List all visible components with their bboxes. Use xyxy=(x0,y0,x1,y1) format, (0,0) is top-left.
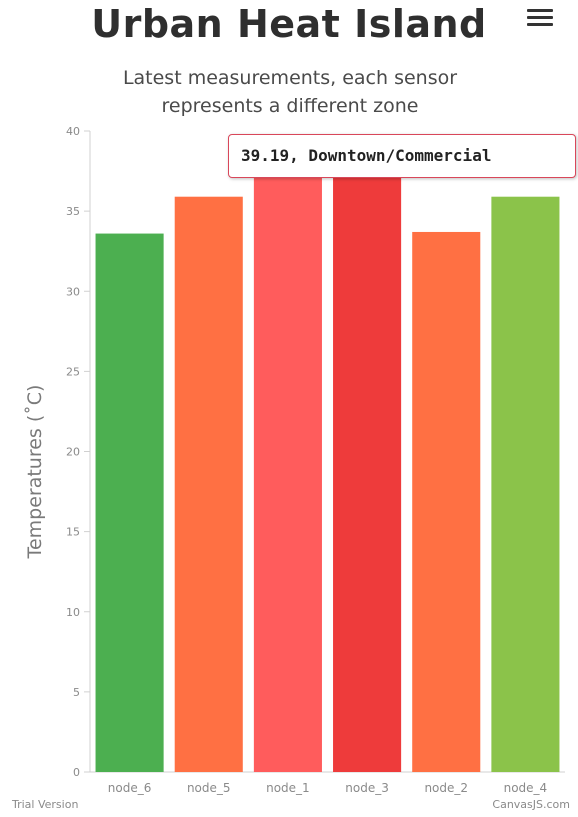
x-tick-label: node_3 xyxy=(345,781,389,795)
chart-title: Urban Heat Island xyxy=(91,2,487,46)
bar-node_2[interactable] xyxy=(412,231,481,772)
y-tick-label: 0 xyxy=(73,766,80,779)
menu-bar-icon xyxy=(527,9,553,12)
chart-tooltip: 39.19, Downtown/Commercial xyxy=(228,134,576,178)
bar-node_6[interactable] xyxy=(95,233,164,772)
y-tick-label: 30 xyxy=(66,285,80,298)
menu-bar-icon xyxy=(527,23,553,26)
y-tick-label: 20 xyxy=(66,446,80,459)
y-tick-label: 15 xyxy=(66,526,80,539)
chart-subtitle: Latest measurements, each sensor represe… xyxy=(40,64,540,120)
canvasjs-credit-link[interactable]: CanvasJS.com xyxy=(492,798,570,811)
y-axis-title: Temperatures (˚C) xyxy=(24,385,46,560)
y-tick-label: 35 xyxy=(66,205,80,218)
bar-node_3[interactable] xyxy=(333,143,402,773)
subtitle-line-2: represents a different zone xyxy=(161,95,419,117)
trial-version-label: Trial Version xyxy=(12,798,79,811)
menu-bar-icon xyxy=(527,16,553,19)
y-tick-label: 25 xyxy=(66,365,80,378)
subtitle-line-1: Latest measurements, each sensor xyxy=(122,67,458,89)
x-tick-label: node_6 xyxy=(108,781,152,795)
x-tick-label: node_1 xyxy=(266,781,310,795)
x-tick-label: node_4 xyxy=(504,781,548,795)
y-tick-label: 10 xyxy=(66,606,80,619)
bar-node_5[interactable] xyxy=(174,196,243,772)
x-tick-label: node_2 xyxy=(424,781,468,795)
bar-node_4[interactable] xyxy=(491,196,560,772)
x-tick-label: node_5 xyxy=(187,781,231,795)
bar-node_1[interactable] xyxy=(253,175,322,772)
y-tick-label: 40 xyxy=(66,125,80,138)
hamburger-menu-icon[interactable] xyxy=(527,6,553,30)
y-tick-label: 5 xyxy=(73,686,80,699)
